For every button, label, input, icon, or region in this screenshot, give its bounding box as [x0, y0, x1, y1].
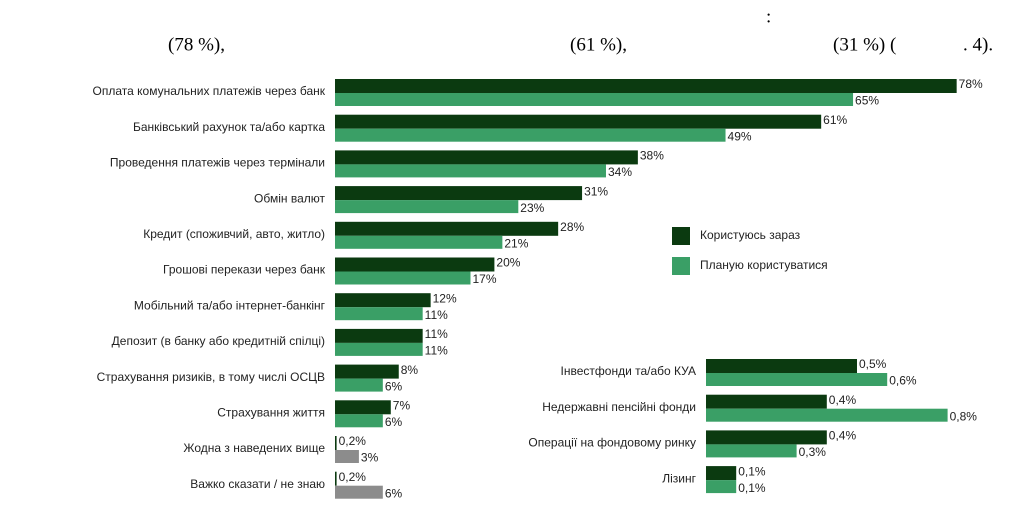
- value-label: 34%: [608, 165, 632, 179]
- doc-text: :: [766, 6, 771, 27]
- legend-label: Планую користуватися: [700, 258, 828, 272]
- value-label: 6%: [385, 415, 403, 429]
- bar: [706, 444, 797, 458]
- bar: [335, 450, 359, 463]
- bar: [335, 79, 957, 93]
- category-label: Недержавні пенсійні фонди: [542, 400, 696, 414]
- bar: [335, 485, 383, 499]
- bar: [706, 466, 737, 481]
- legend-swatch: [672, 227, 690, 245]
- bar: [335, 114, 822, 129]
- category-label: Важко сказати / не знаю: [190, 477, 325, 491]
- category-label: Інвестфонди та/або КУА: [561, 364, 696, 378]
- value-label: 0,6%: [889, 374, 917, 388]
- value-label: 21%: [504, 236, 528, 250]
- category-label: Жодна з наведених вище: [183, 441, 325, 455]
- doc-text: (78 %),: [168, 34, 225, 55]
- category-label: Банківський рахунок та/або картка: [133, 120, 325, 134]
- doc-text: . 4).: [963, 34, 993, 55]
- bar: [335, 257, 495, 272]
- value-label: 23%: [520, 201, 544, 215]
- bar: [335, 378, 383, 392]
- bar: [706, 480, 737, 494]
- bar: [335, 364, 399, 379]
- bar: [335, 414, 383, 428]
- bar: [335, 436, 337, 450]
- value-label: 0,2%: [339, 434, 367, 448]
- category-label: Грошові перекази через банк: [163, 263, 326, 277]
- bar: [335, 471, 337, 486]
- category-label: Депозит (в банку або кредитній спілці): [112, 334, 325, 348]
- value-label: 6%: [385, 379, 403, 393]
- value-label: 0,5%: [859, 357, 887, 371]
- value-label: 7%: [393, 398, 411, 412]
- value-label: 0,2%: [339, 470, 367, 484]
- bar: [706, 408, 948, 422]
- bar: [335, 293, 431, 308]
- value-label: 12%: [433, 291, 457, 305]
- category-label: Страхування ризиків, в тому числі ОСЦВ: [97, 370, 325, 384]
- doc-text: (61 %),: [570, 34, 627, 55]
- value-label: 20%: [496, 256, 520, 270]
- category-label: Проведення платежів через термінали: [110, 156, 325, 170]
- value-label: 0,8%: [950, 409, 978, 423]
- value-label: 0,4%: [829, 429, 857, 443]
- value-label: 6%: [385, 486, 403, 500]
- value-label: 0,3%: [799, 445, 827, 459]
- category-label: Оплата комунальних платежів через банк: [93, 84, 326, 98]
- value-label: 0,1%: [738, 481, 766, 495]
- category-label: Лізинг: [662, 471, 696, 485]
- bar: [335, 271, 471, 285]
- bar: [335, 328, 423, 343]
- legend-label: Користуюсь зараз: [700, 228, 801, 242]
- category-label: Операції на фондовому ринку: [528, 436, 696, 450]
- value-label: 11%: [425, 308, 448, 322]
- value-label: 61%: [823, 113, 847, 127]
- bar: [335, 342, 423, 356]
- value-label: 11%: [425, 344, 448, 358]
- value-label: 28%: [560, 220, 584, 234]
- value-label: 17%: [472, 272, 496, 286]
- bar: [335, 128, 726, 142]
- value-label: 31%: [584, 184, 608, 198]
- bar: [335, 200, 519, 214]
- legend-swatch: [672, 257, 690, 275]
- value-label: 8%: [401, 363, 419, 377]
- bar: [706, 359, 857, 373]
- bar: [335, 307, 423, 321]
- value-label: 0,4%: [829, 393, 857, 407]
- bar: [706, 373, 888, 386]
- value-label: 0,1%: [738, 464, 766, 478]
- value-label: 49%: [728, 129, 752, 143]
- bar: [335, 400, 391, 415]
- bar: [706, 394, 827, 409]
- category-label: Обмін валют: [254, 191, 325, 205]
- category-label: Страхування життя: [217, 405, 325, 419]
- bar: [335, 221, 559, 236]
- bar: [335, 164, 606, 178]
- value-label: 38%: [640, 149, 664, 163]
- value-label: 11%: [425, 327, 448, 341]
- value-label: 65%: [855, 94, 879, 108]
- doc-text: (31 %) (: [833, 34, 896, 55]
- bar: [335, 93, 854, 106]
- value-label: 78%: [959, 77, 983, 91]
- value-label: 3%: [361, 451, 379, 465]
- category-label: Мобільний та/або інтернет-банкінг: [134, 298, 326, 312]
- bar: [706, 430, 827, 445]
- bar: [335, 150, 638, 165]
- bar: [335, 186, 583, 201]
- bar: [335, 235, 503, 249]
- category-label: Кредит (споживчий, авто, житло): [143, 227, 325, 241]
